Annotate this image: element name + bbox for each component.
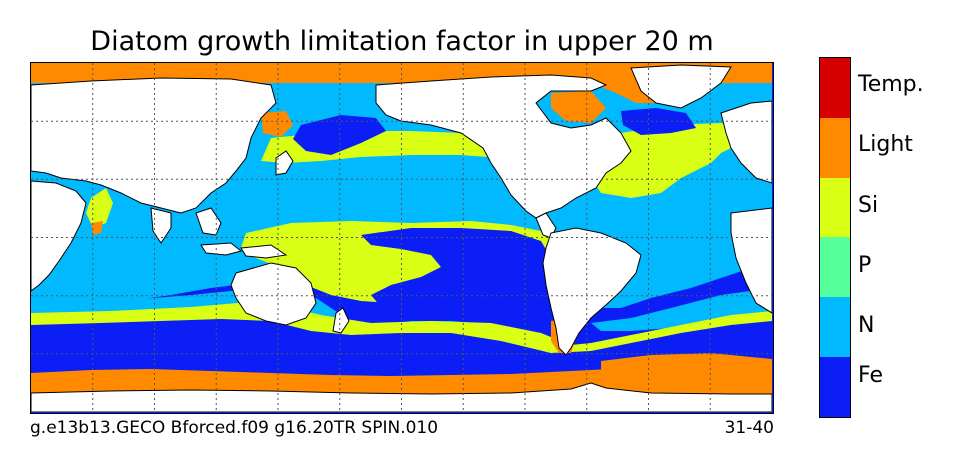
land-europe-east-edge	[720, 100, 772, 184]
run-id-label: g.e13b13.GECO Bforced.f09 g16.20TR SPIN.…	[30, 418, 439, 438]
colorbar-swatch-temp	[820, 58, 850, 118]
region-fe-labrador	[621, 108, 696, 135]
land-australia	[230, 262, 317, 326]
colorbar	[819, 57, 851, 418]
region-fe-south-pacific	[361, 228, 551, 315]
region-n-south	[31, 285, 551, 353]
colorbar-swatch-fe	[820, 357, 850, 417]
colorbar-label-n: N	[858, 313, 875, 338]
colorbar-swatch-light	[820, 117, 850, 178]
land-india	[150, 207, 172, 244]
colorbar-swatch-si	[820, 177, 850, 238]
land-south-america	[542, 227, 642, 356]
region-light-arabian	[91, 221, 103, 235]
region-n-southatlantic	[591, 288, 772, 331]
region-light-hudson	[551, 91, 606, 123]
region-light-antarctic-weddell	[601, 353, 772, 383]
colorbar-label-fe: Fe	[858, 363, 883, 388]
land-newzealand	[332, 307, 350, 334]
land-indonesia-1	[200, 242, 243, 256]
colorbar-label-p: P	[858, 253, 872, 278]
period-label: 31-40	[724, 418, 774, 438]
map-title: Diatom growth limitation factor in upper…	[90, 26, 714, 57]
colorbar-swatch-p	[820, 237, 850, 298]
limitation-map	[30, 62, 774, 414]
region-light-okhotsk	[261, 111, 293, 137]
colorbar-label-si: Si	[858, 193, 879, 218]
land-japan	[275, 150, 294, 176]
colorbar-swatch-n	[820, 297, 850, 358]
colorbar-label-light: Light	[858, 132, 913, 157]
land-seasia	[195, 207, 222, 236]
colorbar-label-temp: Temp.	[858, 72, 924, 97]
land-indonesia-2	[240, 244, 288, 259]
land-africa	[31, 180, 87, 292]
land-greenland	[630, 64, 732, 109]
land-north-america	[375, 74, 632, 219]
